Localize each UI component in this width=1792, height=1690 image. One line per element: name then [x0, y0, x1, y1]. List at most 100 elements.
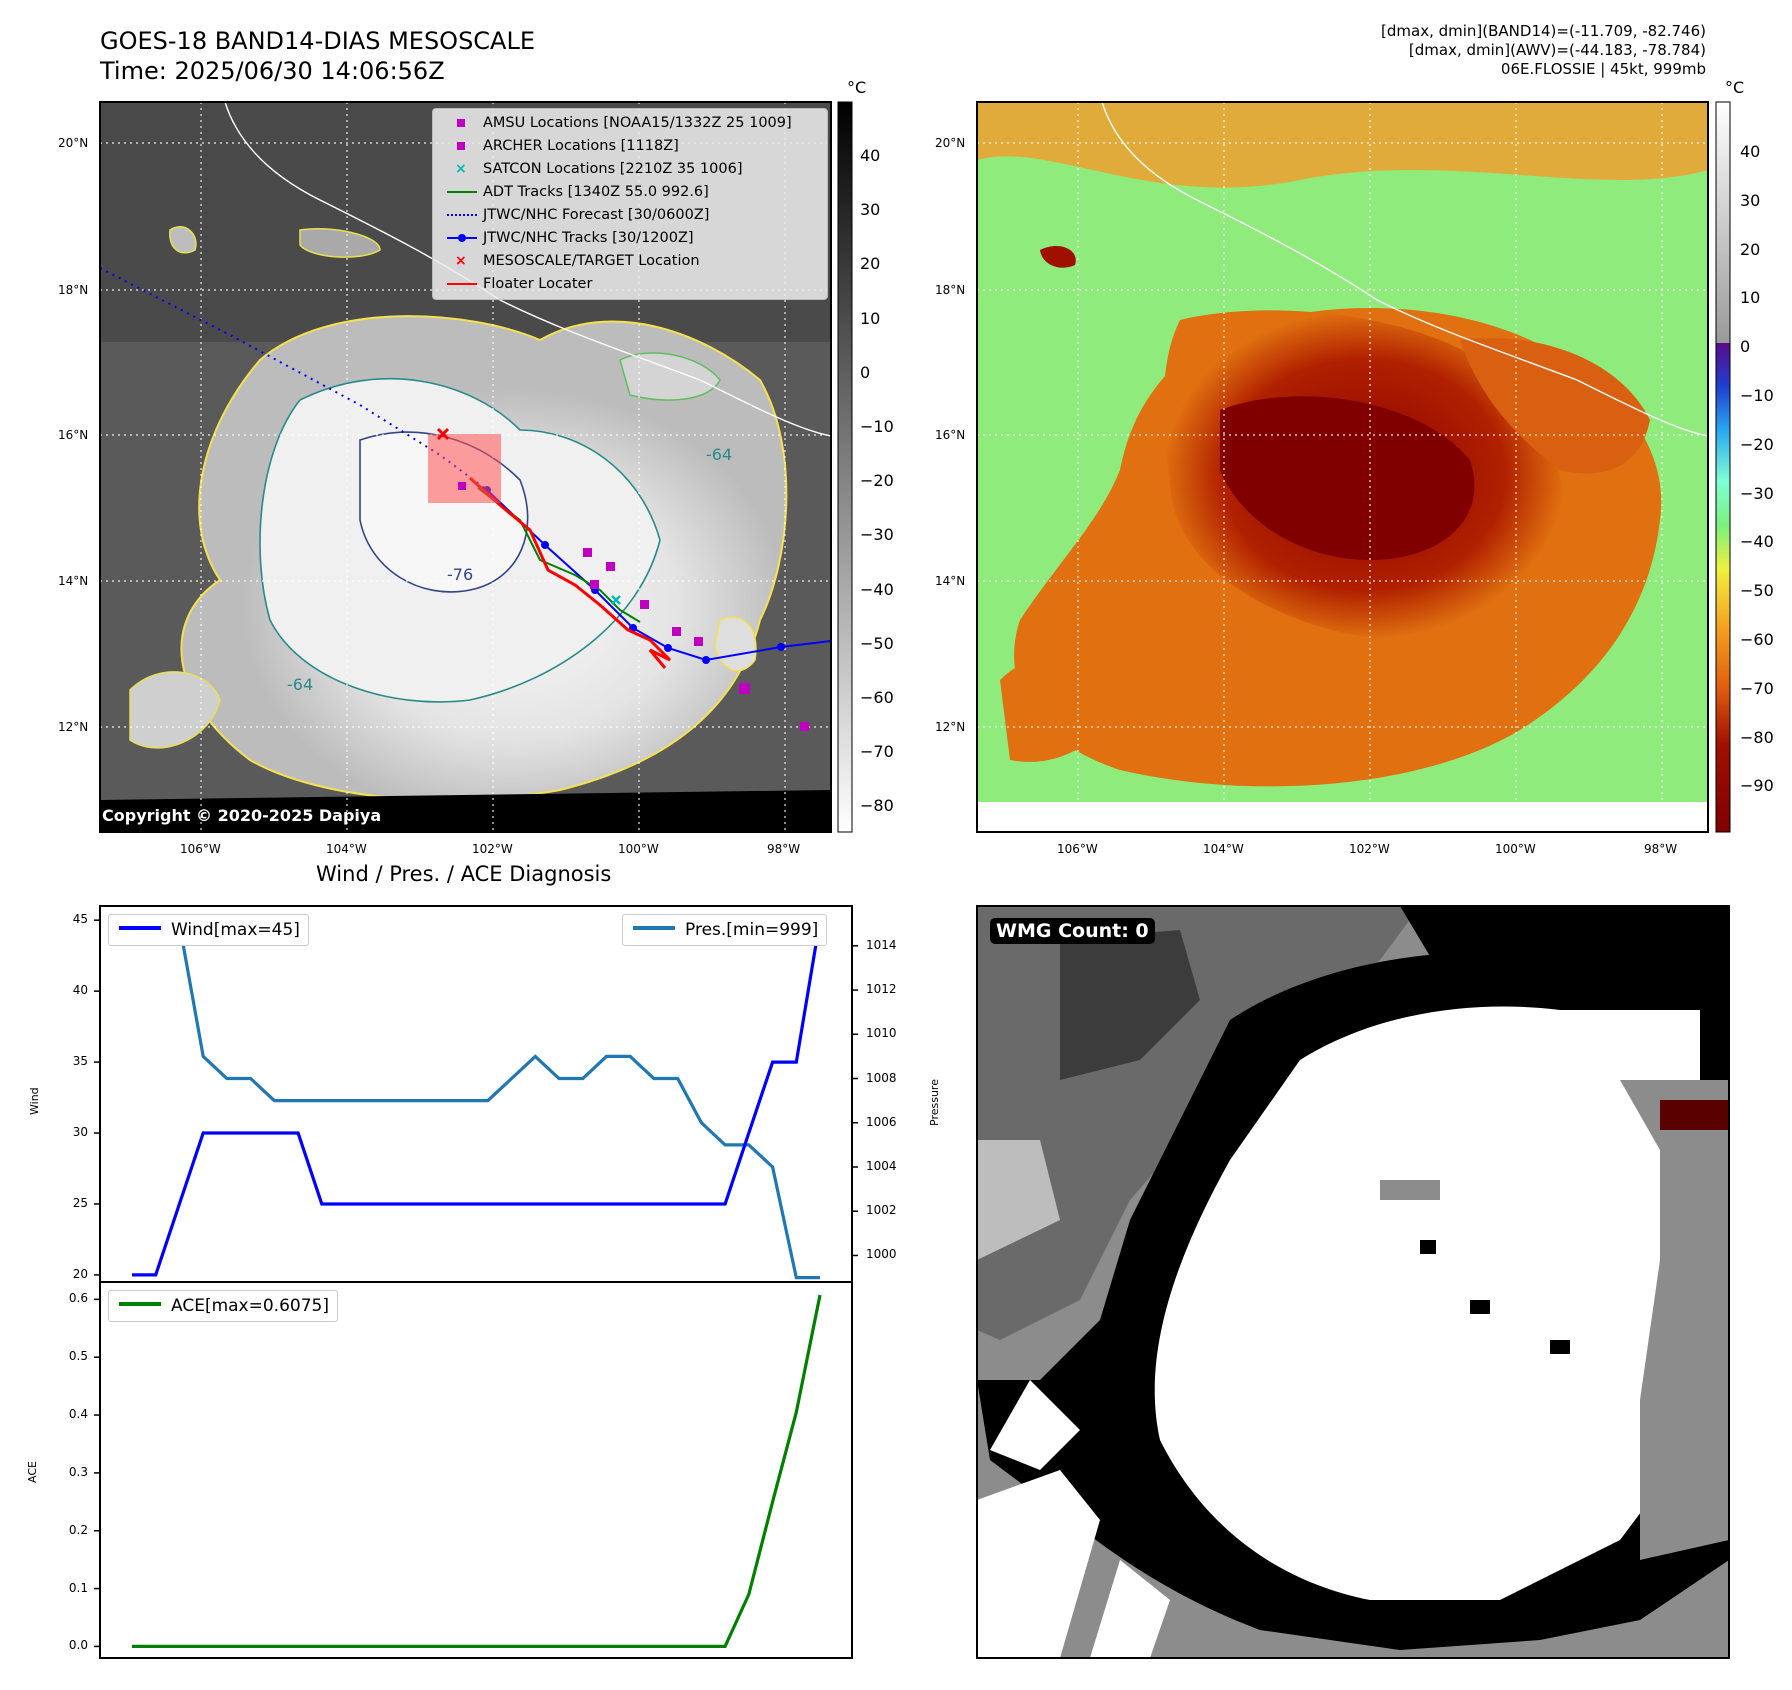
wind-axis-label: Wind [28, 1087, 41, 1115]
square-marker-icon [447, 112, 483, 134]
y-tick-label: 1012 [866, 982, 897, 997]
lon-label: 104°W [1203, 842, 1244, 856]
cloud-mass-grayscale [100, 226, 831, 832]
y-tick-label: 30 [72, 1125, 88, 1140]
colorbar-tick-label: 40 [1740, 142, 1761, 161]
lat-label: 16°N [935, 428, 966, 442]
colorbar-tick-label: 10 [1740, 288, 1761, 308]
lat-label: 18°N [935, 283, 966, 297]
y-tick-label: 40 [72, 983, 88, 998]
dotted-line-icon [447, 204, 483, 226]
y-tick-label: 1002 [866, 1203, 897, 1218]
legend-satcon: × SATCON Locations [2210Z 35 1006] [447, 158, 742, 180]
y-tick-label: 1008 [866, 1070, 897, 1085]
wmg-count-badge: WMG Count: 0 [990, 918, 1155, 944]
x-marker-icon: × [455, 253, 467, 269]
line-dot-icon [447, 227, 483, 249]
colorbar-tick-label: −30 [860, 525, 894, 545]
legend-archer: ARCHER Locations [1118Z] [447, 135, 679, 157]
colorbar-tick-label: −10 [860, 417, 894, 436]
satcon-marker [611, 595, 621, 605]
awv-map-panel [977, 102, 1708, 832]
pressure-axis-label: Pressure [928, 1079, 941, 1126]
series-line [132, 922, 820, 1280]
colorbar-tick-label: −80 [860, 796, 894, 816]
lon-label: 98°W [767, 842, 801, 856]
colorbar-unit: °C [847, 78, 867, 97]
colorbar-unit: °C [1725, 78, 1745, 97]
mesoscale-target-marker [436, 427, 450, 441]
figure-info: [dmax, dmin](BAND14)=(-11.709, -82.746) … [1381, 22, 1706, 79]
map-gridlines [977, 102, 1708, 832]
y-tick-label: 20 [72, 1266, 88, 1281]
y-tick-label: 0.3 [68, 1464, 88, 1479]
colorbar-tick-label: 0 [860, 362, 871, 382]
lon-label: 100°W [1495, 842, 1536, 856]
line-icon [447, 273, 483, 295]
info-line-1: [dmax, dmin](BAND14)=(-11.709, -82.746) [1381, 22, 1706, 40]
contour-label: -64 [706, 445, 732, 464]
ace-axes [99, 1281, 853, 1659]
chart-marks [94, 919, 858, 1649]
line-icon [119, 926, 161, 930]
series-line [132, 1294, 822, 1649]
lon-label: 106°W [180, 842, 221, 856]
colorbar-tick-label: −70 [1740, 678, 1774, 698]
colorbar-tick-label: −60 [860, 688, 894, 707]
lon-label: 98°W [1644, 842, 1678, 856]
lat-label: 16°N [58, 428, 89, 442]
y-tick-label: 0.4 [68, 1407, 88, 1422]
wind-legend: Wind[max=45] [108, 914, 309, 946]
colorbar-tick-label: 0 [1740, 337, 1751, 357]
lon-label: 102°W [1349, 842, 1390, 856]
x-marker-icon: × [455, 161, 467, 177]
contour-label: -76 [447, 565, 473, 584]
square-marker-icon [447, 135, 483, 157]
legend-forecast: JTWC/NHC Forecast [30/0600Z] [447, 204, 709, 226]
pressure-legend: Pres.[min=999] [622, 914, 828, 946]
ace-axis-label: ACE [26, 1461, 39, 1483]
y-tick-label: 1000 [866, 1247, 897, 1262]
wmg-panel [977, 906, 1729, 1658]
y-tick-label: 35 [72, 1054, 88, 1069]
lon-label: 102°W [472, 842, 513, 856]
line-icon [447, 181, 483, 203]
y-tick-label: 0.0 [68, 1638, 88, 1653]
y-tick-label: 0.1 [68, 1580, 88, 1595]
amsu-archer-markers [458, 482, 809, 731]
colorbar-tick-label: −30 [1740, 483, 1774, 503]
lat-label: 12°N [58, 720, 89, 734]
legend-floater: Floater Locater [447, 273, 592, 295]
chart-title: Wind / Pres. / ACE Diagnosis [316, 862, 612, 886]
colorbar-tick-label: 30 [1740, 190, 1761, 210]
colorbar-tick-label: −80 [1740, 727, 1774, 747]
copyright-text: Copyright © 2020-2025 Dapiya [102, 806, 382, 825]
legend-mesoscale: × MESOSCALE/TARGET Location [447, 250, 700, 272]
series-line [132, 919, 822, 1277]
coastline [1101, 102, 1708, 437]
colorbar-tick-label: −20 [860, 471, 894, 491]
colorbar-tick-label: −40 [1740, 532, 1774, 552]
mesoscale-target-box [428, 434, 501, 503]
wind-pres-axes [99, 905, 853, 1283]
contour-label: -64 [287, 675, 313, 694]
y-tick-label: 0.6 [68, 1291, 88, 1306]
colorbar-tick-label: 20 [1740, 239, 1761, 259]
lat-label: 20°N [935, 136, 966, 150]
info-line-3: 06E.FLOSSIE | 45kt, 999mb [1500, 60, 1706, 78]
colorbar-tick-label: −90 [1740, 776, 1774, 796]
awv-colorbar [1715, 101, 1731, 833]
y-tick-label: 1006 [866, 1114, 897, 1129]
awv-warm-cloud-field [977, 102, 1708, 787]
lat-label: 14°N [58, 574, 89, 588]
ace-legend: ACE[max=0.6075] [108, 1290, 338, 1322]
lat-label: 20°N [58, 136, 89, 150]
y-tick-label: 0.5 [68, 1349, 88, 1364]
colorbar-tick-label: −10 [1740, 386, 1774, 405]
info-line-2: [dmax, dmin](AWV)=(-44.183, -78.784) [1408, 41, 1706, 59]
colorbar-tick-label: −20 [1740, 434, 1774, 454]
ir-map-frame [99, 101, 832, 833]
colorbar-tick-label: 30 [860, 200, 881, 220]
lat-label: 12°N [935, 720, 966, 734]
colorbar-tick-label: −50 [860, 633, 894, 653]
